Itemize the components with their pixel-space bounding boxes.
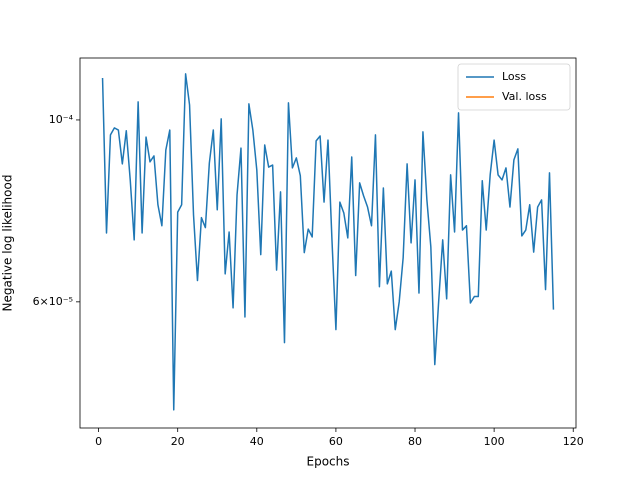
y-axis-label: Negative log likelihood bbox=[1, 175, 15, 312]
x-tick-label: 120 bbox=[563, 435, 584, 448]
x-tick-label: 80 bbox=[408, 435, 422, 448]
legend-label: Val. loss bbox=[502, 90, 547, 103]
x-tick-label: 20 bbox=[171, 435, 185, 448]
plot-frame bbox=[79, 57, 577, 429]
legend-box bbox=[457, 63, 571, 111]
x-tick-label: 40 bbox=[250, 435, 264, 448]
y-tick-label: 10⁻⁴ bbox=[49, 113, 74, 126]
x-tick-label: 60 bbox=[329, 435, 343, 448]
legend-label: Loss bbox=[502, 70, 526, 83]
x-tick-label: 0 bbox=[95, 435, 102, 448]
y-tick-label: 6×10⁻⁵ bbox=[33, 295, 73, 308]
loss-line bbox=[101, 73, 555, 411]
x-tick-label: 100 bbox=[484, 435, 505, 448]
x-axis-label: Epochs bbox=[307, 455, 350, 469]
